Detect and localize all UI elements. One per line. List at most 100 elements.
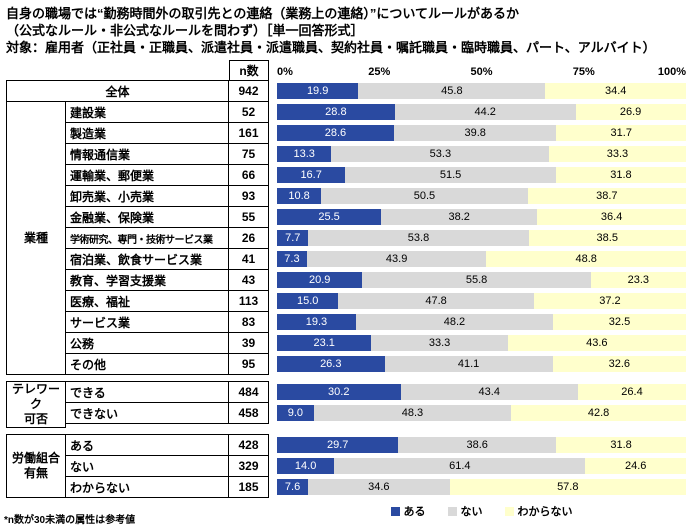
row-n-value: 93 <box>229 186 269 207</box>
row-label: わからない <box>66 477 229 498</box>
legend-item: ある <box>390 503 426 519</box>
bar-segment: 29.7 <box>277 436 399 453</box>
row-label: 学術研究、専門・技術サービス業 <box>66 228 229 249</box>
group-label: テレワーク 可否 <box>7 382 66 428</box>
row-label: できない <box>66 403 229 424</box>
table-row: 宿泊業、飲食サービス業 41 <box>66 249 269 270</box>
bar-segment: 16.7 <box>277 166 346 183</box>
table-row: 卸売業、小売業 93 <box>66 186 269 207</box>
table-row: 公務 39 <box>66 333 269 354</box>
bar-segment: 31.7 <box>556 124 686 141</box>
page-subtitle: （公式なルール・非公式なルールを問わず）［単一回答形式］ <box>6 23 364 38</box>
bar-row: 25.5 38.2 36.4 <box>277 206 686 227</box>
bar-segment: 38.5 <box>528 229 686 246</box>
axis-tick: 100% <box>657 66 686 78</box>
bar-segment: 48.3 <box>313 404 512 421</box>
row-label: 建設業 <box>66 102 229 123</box>
table-row: その他 95 <box>66 354 269 375</box>
bar-row: 28.8 44.2 26.9 <box>277 101 686 122</box>
stacked-bar: 9.0 48.3 42.8 <box>277 404 686 421</box>
page-title: 自身の職場では“勤務時間外の取引先との連絡（業務上の連絡）”についてルールがある… <box>6 6 519 21</box>
bar-segment: 24.6 <box>585 457 686 474</box>
row-n-value: 55 <box>229 207 269 228</box>
bar-segment: 30.2 <box>277 383 401 400</box>
bar-segment: 32.5 <box>553 313 686 330</box>
row-label: ない <box>66 456 229 477</box>
row-n-value: 942 <box>229 81 269 102</box>
bar-segment: 26.3 <box>277 355 385 372</box>
legend-swatch-icon <box>390 506 400 516</box>
row-n-value: 484 <box>229 382 269 403</box>
section-bars: 30.2 43.4 26.4 9.0 48.3 42.8 <box>277 381 686 428</box>
bar-segment: 32.6 <box>552 355 686 372</box>
row-label: 卸売業、小売業 <box>66 186 229 207</box>
row-n-value: 428 <box>229 435 269 456</box>
section-bars: 19.9 45.8 34.4 <box>277 80 686 102</box>
bar-segment: 43.6 <box>507 334 686 351</box>
bar-segment: 48.2 <box>355 313 554 330</box>
legend: ある ない わからない <box>277 504 686 518</box>
bar-row: 29.7 38.6 31.8 <box>277 434 686 455</box>
stacked-bar: 29.7 38.6 31.8 <box>277 436 686 453</box>
bar-segment: 53.8 <box>308 229 529 246</box>
bar-row: 28.6 39.8 31.7 <box>277 122 686 143</box>
legend-label: わからない <box>517 506 573 518</box>
bar-segment: 15.0 <box>277 292 339 309</box>
row-label: ある <box>66 435 229 456</box>
row-label: サービス業 <box>66 312 229 333</box>
row-n-value: 66 <box>229 165 269 186</box>
table-row: 建設業 52 <box>66 102 269 123</box>
bar-row: 7.3 43.9 48.8 <box>277 248 686 269</box>
row-n-value: 329 <box>229 456 269 477</box>
row-label: 医療、福祉 <box>66 291 229 312</box>
bar-segment: 34.4 <box>545 82 686 99</box>
bar-segment: 33.3 <box>549 145 686 162</box>
bar-segment: 19.9 <box>277 82 359 99</box>
bar-segment: 28.8 <box>277 103 395 120</box>
bar-row: 14.0 61.4 24.6 <box>277 455 686 476</box>
legend-label: ない <box>460 506 483 518</box>
row-n-value: 52 <box>229 102 269 123</box>
stacked-bar: 28.6 39.8 31.7 <box>277 124 686 141</box>
section-header-cells: 業種 建設業 52 製造業 161 情報通信業 75 運輸業、郵便業 66 卸売業、小売業 93 金融… <box>6 101 269 375</box>
bar-segment: 31.8 <box>555 166 686 183</box>
bar-segment: 9.0 <box>277 404 314 421</box>
row-n-value: 95 <box>229 354 269 375</box>
row-n-value: 113 <box>229 291 269 312</box>
row-label: 全体 <box>7 81 229 102</box>
row-n-value: 26 <box>229 228 269 249</box>
legend-item: わからない <box>504 503 573 519</box>
bar-row: 15.0 47.8 37.2 <box>277 290 686 311</box>
table-row: わからない 185 <box>66 477 269 498</box>
bar-row: 19.9 45.8 34.4 <box>277 80 686 101</box>
table-row: 教育、学習支援業 43 <box>66 270 269 291</box>
bar-segment: 13.3 <box>277 145 332 162</box>
bar-segment: 14.0 <box>277 457 335 474</box>
stacked-bar: 30.2 43.4 26.4 <box>277 383 686 400</box>
bar-segment: 44.2 <box>394 103 576 120</box>
stacked-bar: 14.0 61.4 24.6 <box>277 457 686 474</box>
section-bars: 28.8 44.2 26.9 28.6 39.8 31.7 13.3 53.3 33.3 16.7… <box>277 101 686 375</box>
row-label: 金融業、保険業 <box>66 207 229 228</box>
row-n-value: 458 <box>229 403 269 424</box>
table-row: サービス業 83 <box>66 312 269 333</box>
bar-segment: 20.9 <box>277 271 363 288</box>
chart-table-body: 全体 942 19.9 45.8 34.4 業種 建設業 52 製造業 161 情報通信業 75 運輸業… <box>6 80 686 498</box>
stacked-bar: 19.3 48.2 32.5 <box>277 313 686 330</box>
bar-row: 9.0 48.3 42.8 <box>277 402 686 423</box>
bar-segment: 37.2 <box>533 292 686 309</box>
legend-swatch-icon <box>504 506 514 516</box>
bar-segment: 43.4 <box>400 383 579 400</box>
table-row: できる 484 <box>66 382 269 403</box>
stacked-bar: 7.3 43.9 48.8 <box>277 250 686 267</box>
bar-segment: 45.8 <box>358 82 546 99</box>
section-rows: ある 428 ない 329 わからない 185 <box>66 435 269 498</box>
row-n-value: 39 <box>229 333 269 354</box>
row-label: 情報通信業 <box>66 144 229 165</box>
stacked-bar: 10.8 50.5 38.7 <box>277 187 686 204</box>
stacked-bar: 23.1 33.3 43.6 <box>277 334 686 351</box>
group-label: 労働組合 有無 <box>7 435 66 498</box>
stacked-bar: 16.7 51.5 31.8 <box>277 166 686 183</box>
bar-segment: 39.8 <box>393 124 557 141</box>
